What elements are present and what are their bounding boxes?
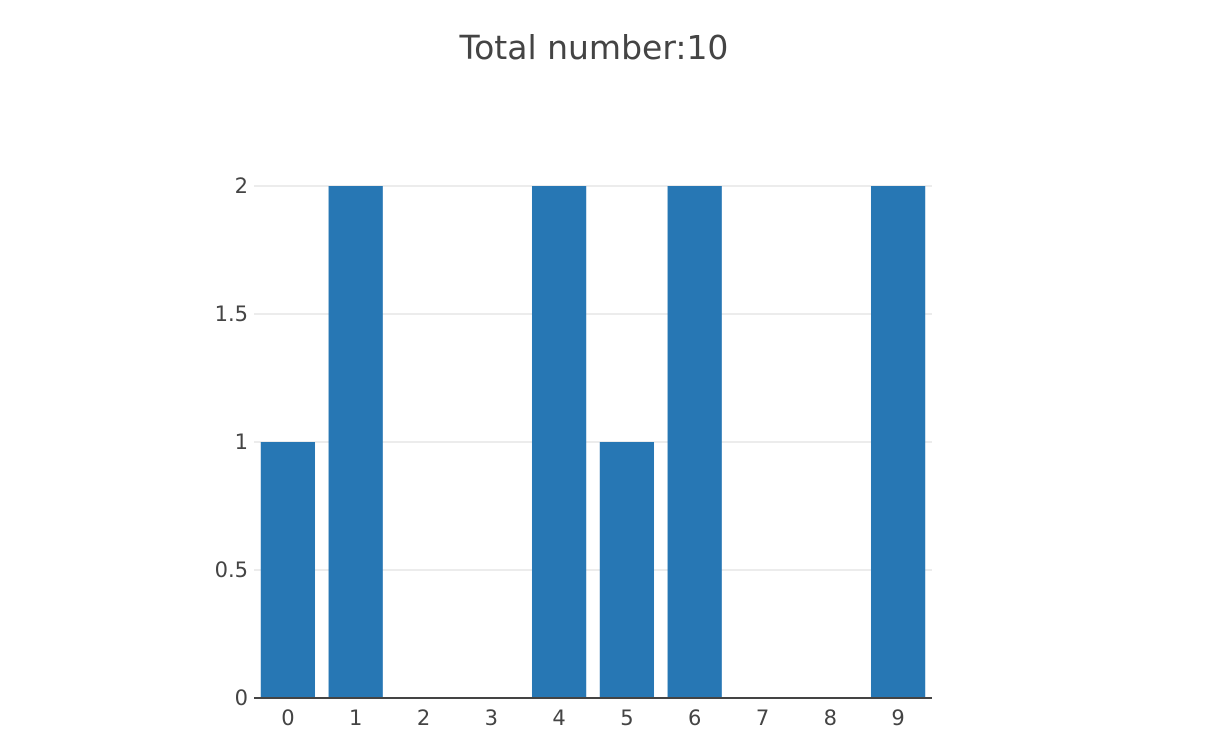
bar-5[interactable] [599, 442, 655, 698]
y-tick-label: 0 [235, 686, 248, 710]
x-tick-label: 1 [349, 706, 362, 730]
bar-1[interactable] [328, 186, 383, 698]
x-tick-label: 3 [485, 706, 498, 730]
bar-6[interactable] [667, 186, 722, 698]
x-tick-label: 9 [891, 706, 904, 730]
y-axis-tick-labels: 0 0.5 1 1.5 2 [215, 174, 248, 710]
x-tick-label: 6 [688, 706, 701, 730]
chart-title: Total number:10 [459, 28, 729, 67]
bar-4[interactable] [531, 186, 587, 698]
x-tick-label: 4 [552, 706, 565, 730]
x-tick-label: 7 [756, 706, 769, 730]
x-tick-label: 8 [824, 706, 837, 730]
y-tick-label: 0.5 [215, 558, 248, 582]
x-tick-label: 2 [417, 706, 430, 730]
y-tick-label: 1.5 [215, 302, 248, 326]
bar-0[interactable] [260, 442, 316, 698]
x-axis-tick-labels: 0 1 2 3 4 5 6 7 8 9 [281, 706, 905, 730]
x-tick-label: 0 [281, 706, 294, 730]
bars [260, 186, 926, 698]
y-tick-label: 2 [235, 174, 248, 198]
y-tick-label: 1 [235, 430, 248, 454]
bar-9[interactable] [870, 186, 926, 698]
x-tick-label: 5 [620, 706, 633, 730]
